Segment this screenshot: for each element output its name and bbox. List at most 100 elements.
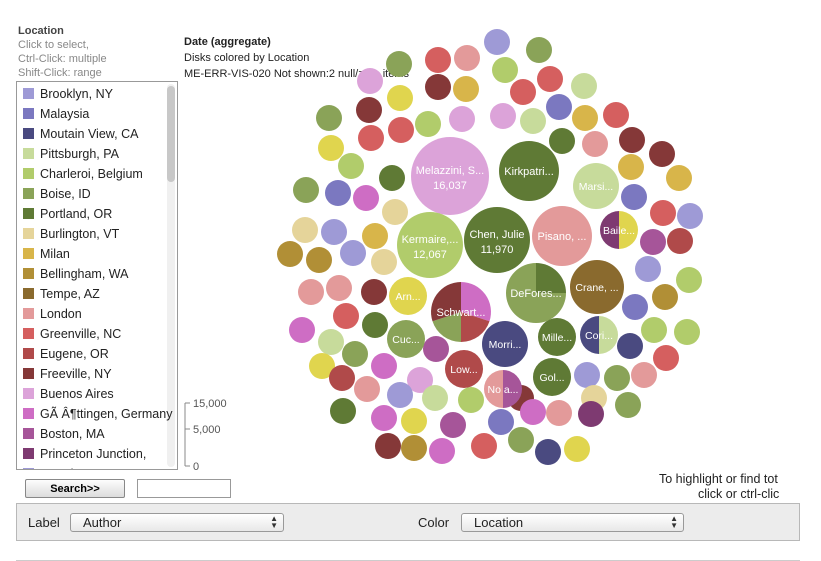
- bubble-slice: [503, 370, 522, 408]
- location-list-item[interactable]: GÃ Â¶ttingen, Germany: [23, 404, 172, 424]
- bubble-disk: [318, 329, 344, 355]
- bubble-label: Cuc...: [392, 334, 419, 346]
- size-legend-tick-label: 5,000: [193, 424, 221, 436]
- bubble-disk: [546, 94, 572, 120]
- search-input[interactable]: [137, 479, 231, 498]
- bubble-label: Pisano, ...: [538, 231, 587, 243]
- location-swatch: [23, 308, 34, 319]
- location-list-item[interactable]: Princeton Junction,: [23, 444, 146, 464]
- location-list-item[interactable]: Milan: [23, 244, 70, 264]
- location-list-item[interactable]: Burlington, VT: [23, 224, 119, 244]
- bubble-disk: [572, 105, 598, 131]
- location-label: Pittsburgh, PA: [40, 147, 119, 161]
- location-list-scroll-thumb[interactable]: [167, 86, 175, 182]
- label-select[interactable]: Author ▲ ▼: [70, 513, 284, 532]
- bubble-disk: [338, 153, 364, 179]
- location-swatch: [23, 448, 34, 459]
- location-swatch: [23, 228, 34, 239]
- location-swatch: [23, 468, 34, 469]
- bubble-disk: [330, 398, 356, 424]
- location-list-item[interactable]: Brooklyn, NY: [23, 84, 113, 104]
- bubble-disk: [375, 433, 401, 459]
- location-list-item[interactable]: Pittsburgh, PA: [23, 144, 119, 164]
- bubble-label: Morri...: [489, 339, 522, 351]
- bubble-disk: [318, 135, 344, 161]
- location-list[interactable]: Brooklyn, NY Malaysia Moutain View, CA Pitt…: [16, 81, 178, 470]
- bubble-disk: [440, 412, 466, 438]
- location-swatch: [23, 368, 34, 379]
- search-button[interactable]: Search>>: [25, 479, 125, 498]
- location-label: Manchester: [40, 467, 105, 469]
- bubble-disk: [388, 117, 414, 143]
- bubble-disk: [578, 401, 604, 427]
- bubble-slice: [536, 263, 566, 293]
- bubble-slice: [506, 263, 566, 323]
- chart-subtitle: Disks colored by Location: [184, 52, 310, 64]
- location-label: Malaysia: [40, 107, 90, 121]
- bubble-disk: [546, 400, 572, 426]
- bubble-disk: [356, 97, 382, 123]
- bubble-disk: [676, 267, 702, 293]
- bubble-label: Gol...: [539, 372, 564, 384]
- bubble-disk: [490, 103, 516, 129]
- bubble-disk: [604, 365, 630, 391]
- bubble-slice: [461, 312, 490, 342]
- size-legend-tick-label: 15,000: [193, 398, 227, 410]
- bubble-disk: [484, 29, 510, 55]
- bubble-disk: [387, 320, 425, 358]
- label-select-label: Label: [28, 515, 60, 530]
- bubble-disk: [631, 362, 657, 388]
- bubble-disk: [622, 294, 648, 320]
- bubble-label: Chen, Julie: [469, 229, 524, 241]
- bubble-disk: [618, 154, 644, 180]
- bubble-disk: [574, 362, 600, 388]
- bubble-disk: [532, 206, 592, 266]
- location-list-item[interactable]: London: [23, 304, 82, 324]
- bubble-disk: [326, 275, 352, 301]
- bubble-disk: [674, 319, 700, 345]
- bubble-label: Mille...: [542, 332, 572, 344]
- bubble-slice: [431, 282, 461, 322]
- location-list-item[interactable]: Tempe, AZ: [23, 284, 100, 304]
- location-label: Charleroi, Belgium: [40, 167, 143, 181]
- location-label: Milan: [40, 247, 70, 261]
- bubble-disk: [458, 387, 484, 413]
- location-list-item[interactable]: Boston, MA: [23, 424, 105, 444]
- location-list-item[interactable]: Freeville, NY: [23, 364, 112, 384]
- bubble-disk: [564, 436, 590, 462]
- highlight-hint-line1: To highlight or find tot: [659, 472, 778, 486]
- bubble-disk: [425, 74, 451, 100]
- chart-info: Date (aggregate) Disks colored by Locati…: [184, 34, 409, 82]
- location-list-item[interactable]: Greenville, NC: [23, 324, 121, 344]
- bubble-disk: [453, 76, 479, 102]
- bubble-disk: [429, 438, 455, 464]
- location-list-item[interactable]: Charleroi, Belgium: [23, 164, 143, 184]
- bubble-disk: [449, 106, 475, 132]
- bubble-disk: [454, 45, 480, 71]
- location-list-item[interactable]: Manchester: [23, 464, 105, 469]
- bubble-disk: [387, 85, 413, 111]
- location-list-item[interactable]: Bellingham, WA: [23, 264, 128, 284]
- location-list-item[interactable]: Moutain View, CA: [23, 124, 138, 144]
- bubble-disk: [635, 256, 661, 282]
- location-list-item[interactable]: Malaysia: [23, 104, 89, 124]
- color-select-value: Location: [474, 515, 524, 530]
- bubble-disk: [621, 184, 647, 210]
- bubble-label: Kirkpatri...: [504, 166, 554, 178]
- bubble-disk: [571, 73, 597, 99]
- location-list-item[interactable]: Eugene, OR: [23, 344, 109, 364]
- bubble-disk: [362, 223, 388, 249]
- location-list-scrollbar[interactable]: [167, 84, 175, 467]
- location-list-item[interactable]: Portland, OR: [23, 204, 112, 224]
- bubble-disk: [649, 141, 675, 167]
- bubble-chart[interactable]: Melazzini, S... 16,037 Kirkpatri... Marsi..…: [0, 0, 821, 500]
- bubble-disk: [619, 127, 645, 153]
- location-swatch: [23, 348, 34, 359]
- location-list-item[interactable]: Boise, ID: [23, 184, 91, 204]
- location-panel-header: Location Click to select, Ctrl-Click: mu…: [18, 24, 107, 80]
- color-select[interactable]: Location ▲ ▼: [461, 513, 684, 532]
- bubble-disk: [499, 141, 559, 201]
- toolbar: Label Author ▲ ▼ Color Location ▲ ▼: [16, 503, 800, 541]
- location-list-item[interactable]: Buenos Aires: [23, 384, 114, 404]
- bubble-slice: [619, 211, 638, 249]
